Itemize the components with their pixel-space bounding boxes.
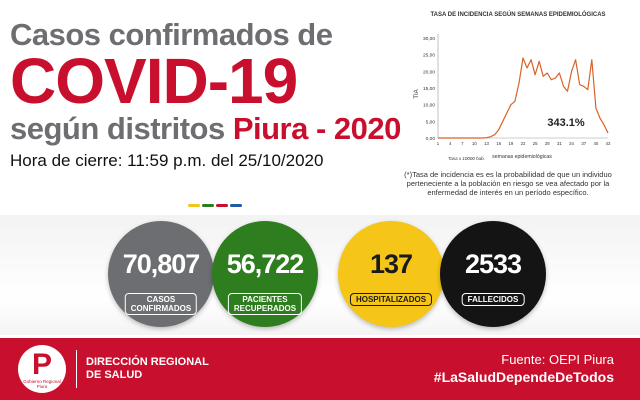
y-tick-label: 30,00 xyxy=(423,36,435,42)
x-tick-label: 7 xyxy=(461,141,464,146)
incidence-series-line xyxy=(438,57,609,139)
chart-note: Tasa x 10000 hab. xyxy=(448,156,485,161)
org-line2: DE SALUD xyxy=(86,369,143,381)
stat-circle: 56,722 PACIENTES RECUPERADOS xyxy=(212,221,318,327)
y-tick-label: 25,00 xyxy=(423,53,435,59)
stat-value: 70,807 xyxy=(122,249,201,279)
stat-label: CASOS CONFIRMADOS xyxy=(124,293,198,315)
y-tick-label: 10,00 xyxy=(423,103,435,109)
x-tick-label: 28 xyxy=(545,141,550,146)
x-tick-label: 31 xyxy=(557,141,562,146)
chart-title: TASA DE INCIDENCIA SEGÚN SEMANAS EPIDEMI… xyxy=(430,10,605,18)
stat-label-line2: CONFIRMADOS xyxy=(130,304,192,313)
y-tick-label: 0,00 xyxy=(426,136,436,142)
logo-subtext: Gobierno Regional Piura xyxy=(23,379,61,389)
stat-label-line1: CASOS xyxy=(146,295,176,304)
stat-value: 56,722 xyxy=(226,249,305,279)
incidence-chart: TASA DE INCIDENCIA SEGÚN SEMANAS EPIDEMI… xyxy=(404,2,626,176)
x-tick-label: 22 xyxy=(521,141,526,146)
headline-covid: COVID-19 xyxy=(10,45,298,117)
stat-label-line1: PACIENTES xyxy=(242,295,288,304)
color-dot xyxy=(188,204,200,207)
y-axis-label: TIA xyxy=(414,89,420,98)
x-tick-label: 25 xyxy=(533,141,538,146)
stat-label-line1: HOSPITALIZADOS xyxy=(355,295,427,304)
x-tick-label: 19 xyxy=(508,141,513,146)
stat-circle: 2533 FALLECIDOS xyxy=(440,221,546,327)
y-tick-label: 5,00 xyxy=(426,119,436,125)
y-tick-label: 15,00 xyxy=(423,86,435,92)
header-area: Casos confirmados de COVID-19 según dist… xyxy=(10,2,626,207)
stat-label: FALLECIDOS xyxy=(461,293,525,306)
org-line1: DIRECCIÓN REGIONAL xyxy=(86,356,209,368)
x-tick-label: 43 xyxy=(606,141,611,146)
headline-region-year: Piura - 2020 xyxy=(232,111,402,146)
x-tick-label: 4 xyxy=(449,141,452,146)
gobierno-regional-logo: P Gobierno Regional Piura xyxy=(18,345,66,393)
org-name: DIRECCIÓN REGIONAL DE SALUD xyxy=(86,356,209,382)
stat-label-line1: FALLECIDOS xyxy=(467,295,519,304)
x-tick-label: 34 xyxy=(569,141,574,146)
source-block: Fuente: OEPI Piura #LaSaludDependeDeTodo… xyxy=(434,352,614,386)
stat-label: HOSPITALIZADOS xyxy=(349,293,433,306)
headline: Casos confirmados de COVID-19 según dist… xyxy=(10,18,401,172)
x-tick-label: 37 xyxy=(581,141,586,146)
headline-line3-prefix: según distritos xyxy=(10,111,225,146)
x-tick-label: 13 xyxy=(484,141,489,146)
chart-annotation: 343.1% xyxy=(547,117,585,129)
x-tick-label: 16 xyxy=(496,141,501,146)
color-dot xyxy=(202,204,214,207)
stat-value: 137 xyxy=(369,249,413,279)
stat-label: PACIENTES RECUPERADOS xyxy=(227,293,303,315)
headline-line3: según distritos Piura - 2020 xyxy=(10,112,401,146)
logo-letter: P xyxy=(31,348,52,381)
stat-circle: 137 HOSPITALIZADOS xyxy=(338,221,444,327)
stat-value: 2533 xyxy=(464,249,522,279)
x-axis-label: semanas epidemiológicas xyxy=(492,154,552,160)
color-dot xyxy=(216,204,228,207)
stat-circle: 70,807 CASOS CONFIRMADOS xyxy=(108,221,214,327)
x-tick-label: 10 xyxy=(472,141,477,146)
hashtag: #LaSaludDependeDeTodos xyxy=(433,369,614,385)
x-tick-label: 1 xyxy=(437,141,440,146)
color-dot xyxy=(230,204,242,207)
x-tick-label: 40 xyxy=(593,141,598,146)
incidence-chart-svg: TASA DE INCIDENCIA SEGÚN SEMANAS EPIDEMI… xyxy=(414,10,611,161)
closing-time: Hora de cierre: 11:59 p.m. del 25/10/202… xyxy=(10,151,324,170)
headline-line1: Casos confirmados de xyxy=(10,17,333,52)
footer-bar: P Gobierno Regional Piura DIRECCIÓN REGI… xyxy=(0,338,640,400)
logo-divider xyxy=(76,350,77,388)
chart-footnote: (*)Tasa de incidencia es es la probabili… xyxy=(404,170,612,197)
stat-label-line2: RECUPERADOS xyxy=(233,304,297,313)
y-tick-label: 20,00 xyxy=(423,69,435,75)
color-dots-decoration xyxy=(188,194,248,207)
source-text: Fuente: OEPI Piura xyxy=(501,352,614,367)
